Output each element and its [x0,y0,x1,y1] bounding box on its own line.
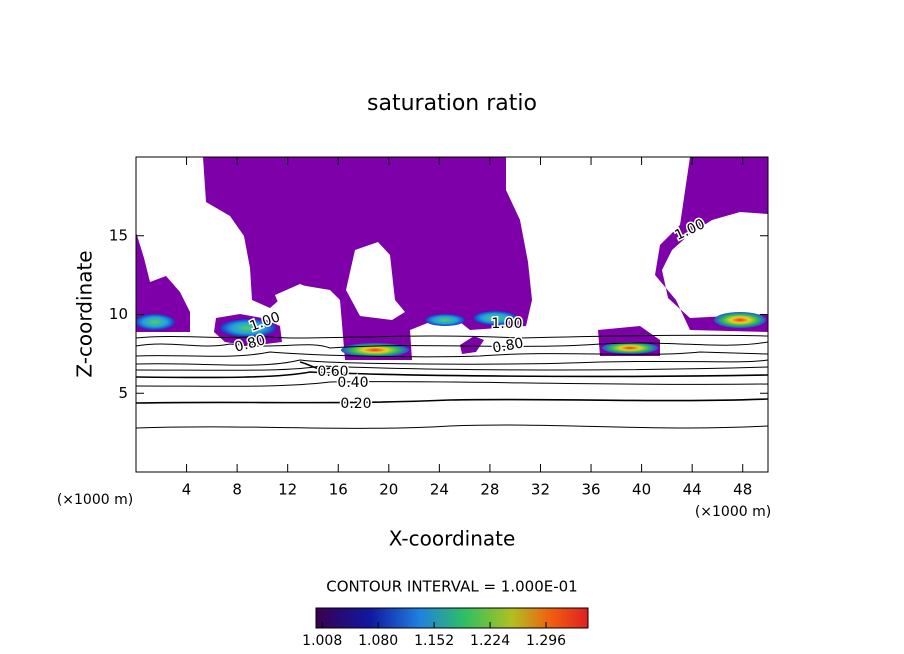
colorbar [315,607,589,629]
chart-title: saturation ratio [367,91,537,116]
x-tick-label: 48 [733,481,752,499]
filled-regions [136,157,768,429]
x-tick-label: 32 [531,481,550,499]
contour-label: 0.20 [340,396,371,412]
x-unit-left: (×1000 m) [57,492,133,508]
contour-label: 1.00 [491,316,522,332]
x-tick-label: 28 [480,481,499,499]
x-tick-label: 24 [430,481,449,499]
contour-interval: CONTOUR INTERVAL = 1.000E-01 [326,578,577,596]
y-tick-label: 15 [109,226,128,244]
x-tick-label: 12 [278,481,297,499]
x-tick-label: 44 [683,481,702,499]
x-tick-label: 4 [182,481,192,499]
x-axis-label: X-coordinate [389,527,516,551]
y-tick-label: 5 [118,384,128,402]
contour-label: 0.80 [491,335,524,356]
x-tick-label: 16 [329,481,348,499]
colorbar-tick-label: 1.080 [358,633,398,649]
y-axis-label: Z-coordinate [73,250,97,377]
x-tick-label: 20 [379,481,398,499]
colorbar-tick-label: 1.296 [526,633,566,649]
contour-label: 1.00 [672,216,707,244]
x-tick-label: 8 [232,481,242,499]
contour-label: 0.60 [317,364,348,380]
colorbar-tick-label: 1.008 [302,633,342,649]
x-tick-label: 36 [581,481,600,499]
colorbar-tick-label: 1.224 [470,633,510,649]
contour-label: 0.40 [337,375,368,391]
colorbar-tick-label: 1.152 [414,633,454,649]
y-tick-label: 10 [109,305,128,323]
x-tick-label: 40 [632,481,651,499]
x-unit: (×1000 m) [695,504,771,520]
